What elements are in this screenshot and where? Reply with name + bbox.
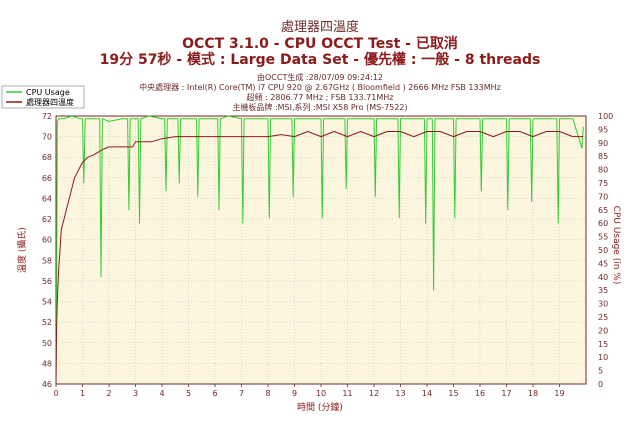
y-left-tick-label: 56 [42, 277, 52, 286]
x-tick-label: 1 [80, 389, 85, 398]
x-tick-label: 19 [554, 389, 564, 398]
y-right-tick-label: 20 [598, 326, 608, 335]
y-right-tick-label: 15 [598, 340, 608, 349]
x-tick-label: 4 [159, 389, 164, 398]
x-tick-label: 5 [186, 389, 191, 398]
y-left-tick-label: 66 [42, 174, 52, 183]
x-tick-label: 12 [369, 389, 379, 398]
x-tick-label: 18 [528, 389, 538, 398]
y-right-tick-label: 70 [598, 192, 608, 201]
y-right-tick-label: 30 [598, 300, 608, 309]
chart-title-main: OCCT 3.1.0 - CPU OCCT Test - 已取消 [182, 35, 458, 52]
y-right-tick-label: 80 [598, 166, 608, 175]
y-left-ticks: 46 48 50 52 54 56 58 60 62 64 66 68 70 72 [42, 112, 52, 389]
y-left-tick-label: 62 [42, 215, 52, 224]
y-left-tick-label: 48 [42, 359, 52, 368]
info-line-generated: 由OCCT生成 :28/07/09 09:24:12 [257, 72, 383, 82]
x-tick-label: 15 [448, 389, 458, 398]
y-left-tick-label: 46 [42, 380, 52, 389]
x-ticks: 0 1 2 3 4 5 6 7 8 9 10 11 12 13 14 15 16 17 18 19 [53, 384, 565, 398]
y-left-axis-label: 溫度 (攝氏) [16, 227, 28, 273]
y-left-tick-label: 54 [42, 298, 52, 307]
x-axis-label: 時間 (分鐘) [297, 401, 343, 413]
legend-label-cpu-usage: CPU Usage [26, 88, 70, 97]
y-left-tick-label: 72 [42, 112, 52, 121]
info-line-motherboard: 主機板品牌 :MSI,系列 :MSI X58 Pro (MS-7522) [232, 102, 407, 112]
x-tick-label: 2 [106, 389, 111, 398]
y-right-tick-label: 5 [598, 367, 603, 376]
legend-label-temperature: 處理器四溫度 [26, 97, 74, 107]
y-right-tick-label: 35 [598, 286, 608, 295]
legend: CPU Usage 處理器四溫度 [1, 85, 85, 109]
chart-subtitle: 19分 57秒 - 模式 : Large Data Set - 優先權 : 一般… [100, 51, 541, 68]
y-left-tick-label: 50 [42, 339, 52, 348]
y-left-tick-label: 68 [42, 153, 52, 162]
y-left-tick-label: 58 [42, 256, 52, 265]
x-tick-label: 9 [292, 389, 297, 398]
y-right-tick-label: 50 [598, 246, 608, 255]
y-right-tick-label: 85 [598, 152, 608, 161]
y-left-tick-label: 70 [42, 133, 52, 142]
x-tick-label: 13 [395, 389, 405, 398]
grid-lines [56, 116, 586, 384]
y-right-axis-label: CPU Usage (in %) [611, 206, 621, 285]
info-line-overclock: 超頻 : 2806.77 MHz ; FSB 133.71MHz [247, 92, 394, 102]
y-right-tick-label: 100 [598, 112, 613, 121]
x-tick-label: 16 [475, 389, 485, 398]
info-line-cpu: 中央處理器 : Intel(R) Core(TM) i7 CPU 920 @ 2… [139, 82, 501, 92]
chart-title-zh: 處理器四溫度 [281, 19, 359, 35]
x-tick-label: 14 [422, 389, 432, 398]
y-right-tick-label: 55 [598, 233, 608, 242]
legend-box [1, 85, 85, 109]
x-tick-label: 8 [265, 389, 270, 398]
y-right-tick-label: 75 [598, 179, 608, 188]
x-tick-label: 3 [133, 389, 138, 398]
y-right-tick-label: 60 [598, 219, 608, 228]
y-right-tick-label: 40 [598, 273, 608, 282]
y-left-tick-label: 52 [42, 318, 52, 327]
x-tick-label: 6 [212, 389, 217, 398]
x-tick-label: 0 [53, 389, 58, 398]
y-left-tick-label: 64 [42, 194, 52, 203]
x-tick-label: 7 [239, 389, 244, 398]
x-tick-label: 17 [501, 389, 511, 398]
series-group [55, 115, 584, 385]
y-right-tick-label: 10 [598, 353, 608, 362]
y-right-tick-label: 90 [598, 139, 608, 148]
y-left-tick-label: 60 [42, 236, 52, 245]
y-right-tick-label: 45 [598, 259, 608, 268]
y-right-tick-label: 0 [598, 380, 603, 389]
x-tick-label: 11 [342, 389, 352, 398]
y-right-tick-label: 65 [598, 206, 608, 215]
series-line-temperature [55, 131, 584, 385]
series-line-cpu-usage [55, 115, 584, 385]
x-tick-label: 10 [316, 389, 326, 398]
y-right-tick-label: 95 [598, 125, 608, 134]
plot-area [55, 115, 587, 385]
y-right-tick-label: 25 [598, 313, 608, 322]
y-right-ticks: 0 5 10 15 20 25 30 35 40 45 50 55 60 65 70 75 80 85 90 95 10… [598, 112, 613, 389]
